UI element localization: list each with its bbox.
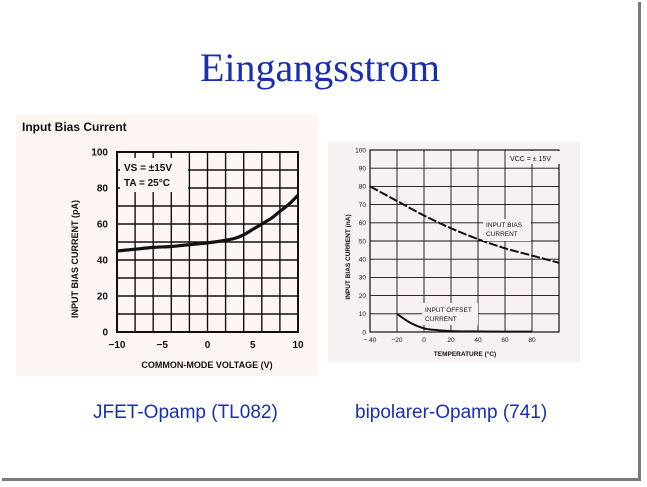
jfet-x-ticks: −10 −5 0 5 10 <box>109 340 304 351</box>
jfet-y-axis-label: INPUT BIAS CURRENT (pA) <box>70 200 80 318</box>
bipolar-y-axis-label: INPUT BIAS CURRENT (nA) <box>345 214 352 299</box>
slide-frame <box>2 2 641 481</box>
slide-title: Eingangsstrom <box>200 45 440 90</box>
jfet-bias-curve <box>116 194 300 253</box>
jfet-y-ticks: 0 20 40 60 80 100 <box>91 148 108 339</box>
y-tick-label: 20 <box>97 292 109 303</box>
y-tick-label: 100 <box>355 147 366 154</box>
x-tick-label: 10 <box>292 340 304 351</box>
offset-series-label-line1: INPUT OFFSET <box>425 307 472 314</box>
jfet-chart: 0 20 40 60 80 100 −10 −5 0 5 10 VS = ±15V TA = 25… <box>70 148 304 371</box>
caption-jfet: JFET-Opamp (TL082) <box>93 402 278 423</box>
y-tick-label: 60 <box>359 220 367 227</box>
x-tick-label: 5 <box>250 340 256 351</box>
jfet-annotation-box: VS = ±15V TA = 25°C <box>120 158 188 192</box>
jfet-annotation-ta: TA = 25°C <box>124 178 170 189</box>
bipolar-annotation-vcc: VCC = ± 15V <box>510 156 551 163</box>
plot-frame <box>116 151 299 333</box>
caption-bipolar: bipolarer-Opamp (741) <box>355 402 548 423</box>
x-tick-label: − 40 <box>364 337 377 344</box>
bipolar-x-axis-label: TEMPERATURE (°C) <box>434 350 496 358</box>
bipolar-x-ticks: − 40 −20 0 20 40 60 80 <box>364 337 536 344</box>
x-tick-label: −20 <box>391 337 402 344</box>
y-tick-label: 80 <box>359 184 367 191</box>
y-tick-label: 10 <box>359 311 367 318</box>
y-tick-label: 70 <box>359 202 367 209</box>
y-tick-label: 60 <box>97 220 109 231</box>
y-tick-label: 30 <box>359 275 367 282</box>
bias-series-label-line1: INPUT BIAS <box>486 222 523 229</box>
x-tick-label: 0 <box>205 340 211 351</box>
bipolar-y-ticks: 0 10 20 30 40 50 60 70 80 90 100 <box>355 147 366 336</box>
y-tick-label: 90 <box>359 165 367 172</box>
y-tick-label: 40 <box>97 256 109 267</box>
y-tick-label: 0 <box>102 328 108 339</box>
offset-series-label-line2: CURRENT <box>425 316 457 323</box>
jfet-x-axis-label: COMMON-MODE VOLTAGE (V) <box>141 360 272 370</box>
y-tick-label: 100 <box>91 148 108 159</box>
jfet-chart-title: Input Bias Current <box>22 120 127 134</box>
y-tick-label: 80 <box>97 184 109 195</box>
x-tick-label: 20 <box>447 337 455 344</box>
bipolar-offset-curve <box>396 312 533 333</box>
x-tick-label: 0 <box>422 337 426 344</box>
jfet-annotation-vs: VS = ±15V <box>124 163 172 174</box>
x-tick-label: −10 <box>109 340 126 351</box>
y-tick-label: 40 <box>359 256 367 263</box>
y-tick-label: 0 <box>362 329 366 336</box>
bias-series-label-line2: CURRENT <box>486 231 518 238</box>
bipolar-bias-curve <box>369 185 560 264</box>
x-tick-label: 40 <box>474 337 482 344</box>
x-tick-label: 80 <box>528 337 536 344</box>
y-tick-label: 20 <box>359 293 367 300</box>
y-tick-label: 50 <box>359 238 367 245</box>
x-tick-label: −5 <box>157 340 169 351</box>
x-tick-label: 60 <box>501 337 509 344</box>
